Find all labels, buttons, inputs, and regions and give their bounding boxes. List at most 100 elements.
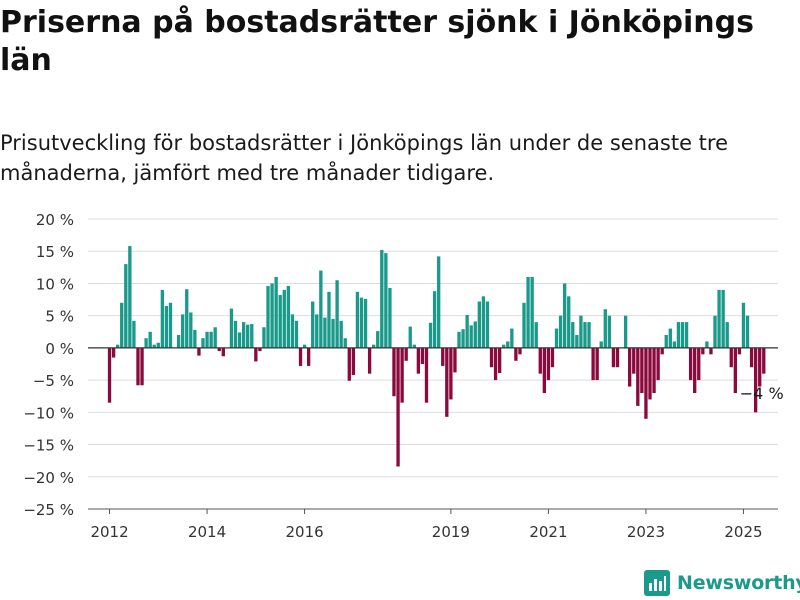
bar <box>656 347 660 381</box>
bar <box>209 331 213 348</box>
bar <box>351 347 356 375</box>
bar <box>282 289 286 348</box>
bar <box>441 347 445 366</box>
bar <box>465 315 469 348</box>
bar <box>437 256 441 348</box>
bar <box>587 322 591 348</box>
bar <box>241 322 246 348</box>
bar <box>254 347 258 362</box>
bar <box>140 347 144 386</box>
bar <box>189 312 193 348</box>
bar <box>160 289 165 348</box>
y-tick-label: 10 % <box>36 275 74 293</box>
bar <box>493 347 498 381</box>
bar <box>668 328 672 348</box>
bar <box>120 302 124 348</box>
bar <box>213 327 217 348</box>
bar <box>615 347 620 368</box>
bar <box>412 344 416 348</box>
bar <box>294 320 299 348</box>
bar <box>672 341 677 348</box>
bar <box>156 342 160 348</box>
bar <box>737 347 742 355</box>
bar <box>136 347 140 386</box>
x-axis-ticks: 2012 2014 2016 2019 2021 2023 2025 <box>90 509 763 541</box>
y-tick-label: −20 % <box>23 469 74 487</box>
bar <box>640 347 644 393</box>
bar <box>644 347 648 419</box>
bar <box>217 347 221 352</box>
bar <box>376 331 380 348</box>
bar <box>514 347 518 361</box>
bar <box>753 347 758 413</box>
bar <box>168 302 173 348</box>
bar <box>290 314 295 348</box>
chart-title: Priserna på bostadsrätter sjönk i Jönköp… <box>0 5 754 78</box>
annotations: −4 % <box>740 384 784 403</box>
bar <box>367 347 372 374</box>
bar <box>660 347 664 355</box>
bar <box>595 347 599 381</box>
bar <box>116 344 120 348</box>
bar <box>432 291 437 348</box>
bar <box>107 347 112 403</box>
bar <box>237 332 242 348</box>
bar <box>339 320 343 348</box>
bar <box>221 347 225 357</box>
bar <box>579 315 583 348</box>
bar <box>534 322 538 348</box>
bar <box>628 347 632 387</box>
bar <box>518 347 522 355</box>
y-tick-label: 15 % <box>36 243 74 261</box>
bar <box>233 320 238 348</box>
bar <box>729 347 733 368</box>
bar <box>408 326 412 348</box>
bar <box>181 314 185 348</box>
bar <box>623 315 628 348</box>
bar <box>111 347 116 358</box>
bar <box>680 322 685 348</box>
bar <box>449 347 453 400</box>
bar <box>185 289 189 348</box>
bar <box>315 314 319 348</box>
bar <box>359 297 364 348</box>
bar-chart-icon <box>644 570 670 596</box>
newsworthy-logo: Newsworthy <box>644 566 800 600</box>
bar <box>335 280 339 348</box>
bar <box>355 291 360 348</box>
bar <box>388 287 392 348</box>
bar <box>542 347 547 393</box>
bar <box>762 347 766 374</box>
x-tick-label: 2019 <box>432 523 470 541</box>
bar <box>164 306 169 348</box>
bar <box>758 347 762 387</box>
bar <box>270 283 274 348</box>
bar <box>327 291 331 348</box>
bar <box>522 302 526 348</box>
bar <box>148 331 152 348</box>
bar <box>591 347 595 381</box>
bar <box>558 315 563 348</box>
bar <box>697 347 701 381</box>
bar <box>709 347 713 355</box>
bar <box>331 318 335 348</box>
bar <box>286 286 290 348</box>
bar <box>632 347 636 374</box>
bar <box>562 283 567 348</box>
bar <box>144 338 148 348</box>
x-tick-label: 2021 <box>529 523 567 541</box>
bar <box>197 347 201 356</box>
bar <box>152 344 156 348</box>
bar <box>201 338 205 348</box>
bar <box>343 338 347 348</box>
bar <box>554 328 559 348</box>
bar <box>372 344 376 348</box>
bar <box>502 344 506 348</box>
bar <box>278 295 282 348</box>
y-tick-label: −10 % <box>23 404 74 422</box>
grid-lines <box>88 218 778 510</box>
bar <box>485 301 490 348</box>
y-axis-ticks: 20 % 15 % 10 % 5 % 0 % −5 % −10 % −15 % −20 % −25… <box>23 211 74 519</box>
bar <box>652 347 656 393</box>
bar <box>477 301 481 348</box>
